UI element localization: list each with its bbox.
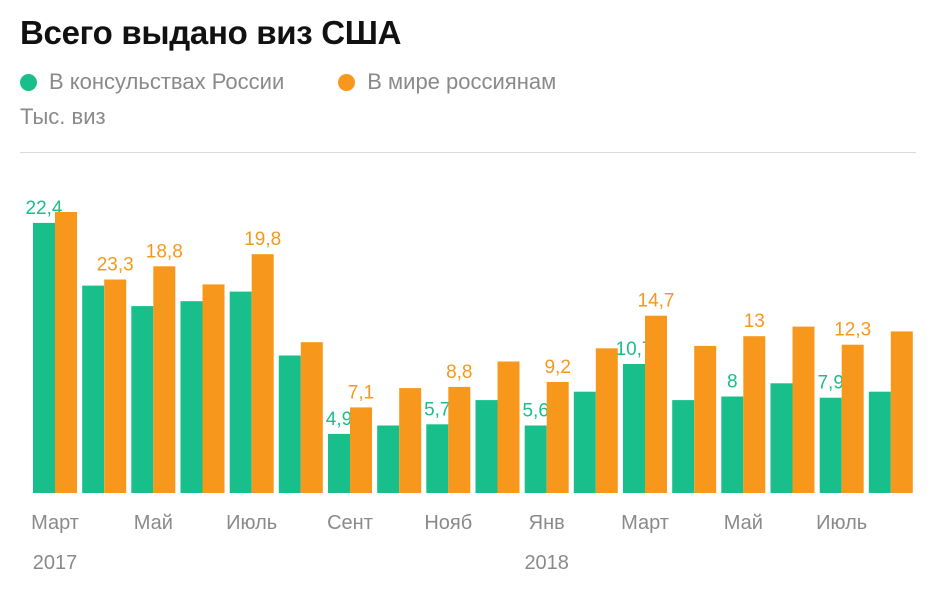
x-tick-label-2: Май <box>134 512 173 534</box>
bar-russia-2 <box>131 306 154 493</box>
data-label-russia-16: 7,9 <box>817 373 843 394</box>
bar-russia-13 <box>672 400 695 493</box>
data-label-russia-6: 4,9 <box>326 409 352 430</box>
legend-label-world: В мире россиянам <box>367 69 557 94</box>
bar-russia-1 <box>82 285 105 493</box>
bar-russia-7 <box>377 425 400 493</box>
bar-russia-10 <box>524 425 547 493</box>
data-label-russia-0: 22,4 <box>26 198 63 219</box>
bar-world-5 <box>300 342 323 493</box>
data-label-russia-10: 5,6 <box>522 401 548 422</box>
bar-world-7 <box>399 388 422 493</box>
data-label-world-8: 8,8 <box>446 362 472 383</box>
bar-world-3 <box>202 284 225 493</box>
bar-russia-0 <box>33 222 55 493</box>
x-tick-label-4: Июль <box>226 512 277 534</box>
bar-russia-6 <box>328 433 350 493</box>
bar-world-4 <box>251 254 274 493</box>
legend-item-russia: В консульствах России <box>20 69 284 95</box>
bar-world-1 <box>104 279 127 493</box>
bar-russia-14 <box>721 396 744 493</box>
bar-russia-16 <box>819 397 842 493</box>
data-label-russia-12: 10,7 <box>616 339 653 360</box>
bar-world-11 <box>595 348 618 493</box>
bar-russia-12 <box>623 364 645 493</box>
x-tick-label-12: Март <box>621 512 669 534</box>
data-label-world-12: 14,7 <box>638 291 675 312</box>
bar-russia-3 <box>180 301 203 493</box>
data-label-russia-8: 5,7 <box>424 399 450 420</box>
bar-world-9 <box>497 361 520 493</box>
header-divider <box>20 152 916 153</box>
unit-label: Тыс. виз <box>20 104 106 129</box>
legend-swatch-russia <box>20 73 37 91</box>
bar-world-14 <box>743 336 766 493</box>
data-label-world-6: 7,1 <box>348 382 374 403</box>
chart-title: Всего выдано виз США <box>20 14 402 51</box>
legend-item-world: В мире россиянам <box>338 69 556 95</box>
bar-world-8 <box>448 386 471 493</box>
bar-russia-15 <box>770 383 793 493</box>
bar-russia-17 <box>868 391 891 493</box>
x-tick-label-6: Сент <box>327 512 373 534</box>
x-tick-label-10: Янв <box>529 512 565 534</box>
bar-world-6 <box>350 407 372 493</box>
x-tick-year-0: 2017 <box>33 552 78 574</box>
x-tick-label-0: Март <box>31 512 79 534</box>
x-tick-label-16: Июль <box>816 512 867 534</box>
bar-world-2 <box>153 266 176 493</box>
legend-label-russia: В консульствах России <box>49 69 285 94</box>
bar-world-13 <box>694 345 717 493</box>
data-label-world-14: 13 <box>744 311 765 332</box>
bar-world-0 <box>55 212 77 493</box>
data-label-russia-14: 8 <box>727 372 738 393</box>
data-label-world-4: 19,8 <box>244 229 281 250</box>
bar-world-16 <box>841 344 864 493</box>
bar-russia-11 <box>573 391 596 493</box>
x-tick-label-14: Май <box>724 512 763 534</box>
data-label-world-2: 18,8 <box>146 241 183 262</box>
bar-russia-4 <box>229 291 252 493</box>
bar-world-17 <box>890 331 913 493</box>
legend: В консульствах России В мире россиянам <box>20 68 556 96</box>
x-tick-label-8: Нояб <box>424 512 472 534</box>
data-label-world-1: 23,3 <box>97 255 134 276</box>
bar-world-12 <box>645 315 667 493</box>
bar-world-10 <box>546 382 569 493</box>
x-tick-year-10: 2018 <box>524 552 569 574</box>
data-label-world-10: 9,2 <box>544 357 570 378</box>
bar-russia-9 <box>475 400 498 493</box>
legend-swatch-world <box>338 73 356 91</box>
data-label-world-16: 12,3 <box>834 320 871 341</box>
bar-world-15 <box>792 326 815 493</box>
bar-russia-5 <box>278 355 301 493</box>
bar-russia-8 <box>426 424 449 493</box>
